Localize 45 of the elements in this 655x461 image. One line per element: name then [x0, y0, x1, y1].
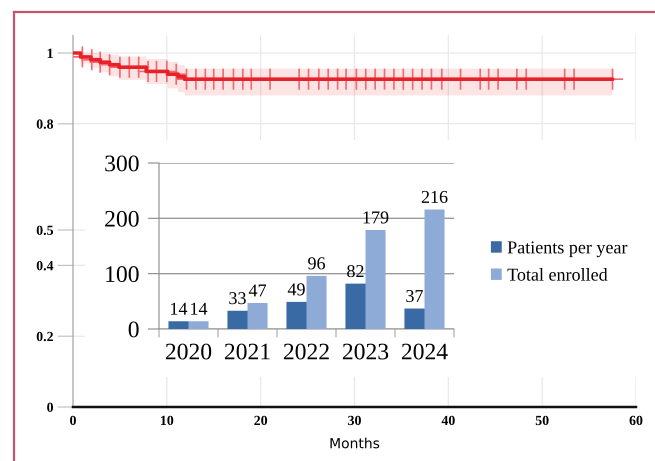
bar	[286, 302, 306, 329]
x-tick-label: 2020	[166, 344, 212, 360]
x-tick-label: 2021	[224, 344, 270, 360]
y-tick-label: 300	[105, 155, 139, 172]
x-tick-label: 2023	[342, 344, 388, 360]
bar	[424, 209, 445, 329]
x-tick-label: 40	[442, 416, 455, 426]
x-tick-label: 2022	[284, 344, 329, 360]
data-label: 96	[308, 257, 326, 270]
bar	[188, 321, 209, 329]
data-label: 47	[248, 284, 266, 296]
x-tick-label: 2024	[402, 344, 448, 360]
data-label: 49	[288, 283, 305, 296]
x-tick-label: 50	[536, 416, 549, 426]
y-tick-label: 0.4	[36, 260, 54, 270]
x-axis-title: Months	[330, 438, 380, 448]
bar	[227, 310, 248, 329]
data-label: 14	[171, 302, 188, 315]
y-tick-label: 0	[128, 321, 139, 338]
x-tick-label: 60	[630, 416, 642, 426]
y-tick-label: 1	[48, 48, 53, 58]
bar	[404, 308, 424, 329]
bar	[168, 321, 188, 329]
bar	[306, 276, 327, 329]
data-label: 33	[229, 292, 246, 304]
y-tick-label: 0.5	[36, 226, 54, 236]
legend-label: Patients per year	[508, 241, 628, 258]
x-tick-label: 20	[254, 416, 268, 426]
data-label: 179	[364, 211, 388, 224]
data-label: 216	[422, 190, 448, 204]
y-tick-label: 0.2	[36, 332, 53, 342]
y-tick-label: 200	[105, 210, 139, 227]
bar	[248, 302, 268, 329]
legend-label: Total enrolled	[507, 268, 608, 281]
data-label: 37	[406, 290, 423, 302]
y-tick-label: 0	[47, 402, 54, 412]
y-tick-label: 100	[106, 266, 139, 282]
data-label: 82	[347, 264, 364, 278]
x-tick-label: 30	[348, 416, 361, 426]
x-tick-label: 0	[70, 416, 76, 426]
bar	[366, 230, 386, 329]
bar	[345, 284, 366, 329]
data-label: 14	[191, 302, 208, 315]
x-tick-label: 10	[161, 416, 174, 426]
y-tick-label: 0.8	[36, 119, 54, 129]
